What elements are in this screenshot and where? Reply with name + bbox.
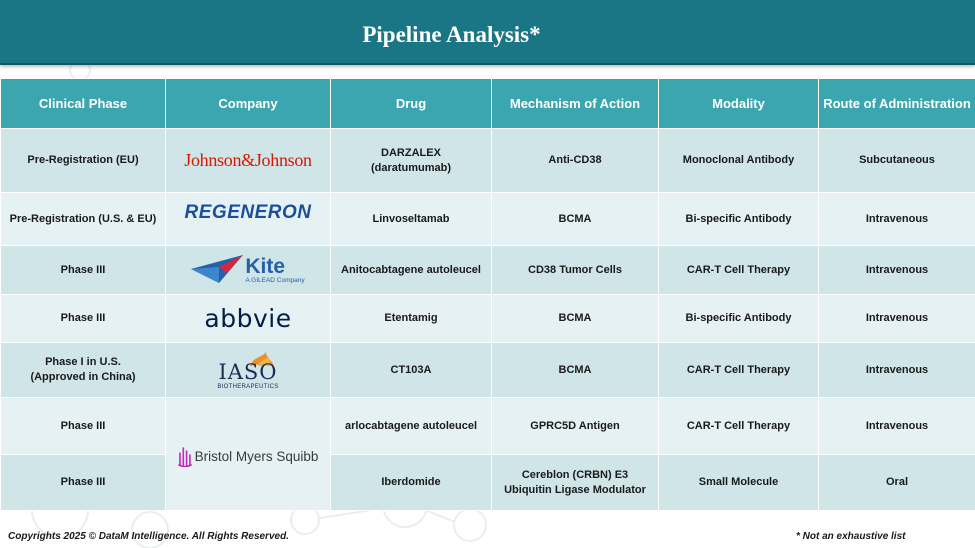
column-header-clinical-phase: Clinical Phase [0,78,166,129]
abbvie-logo: abbvie [204,304,292,333]
cell-phase-line1: Phase I in U.S. [45,356,121,368]
table-header-row: Clinical Phase Company Drug Mechanism of… [0,78,975,129]
cell-route: Intravenous [818,342,975,398]
bms-logo-icon [177,447,192,467]
cell-company: abbvie [165,294,331,343]
cell-phase: Phase III [0,397,166,455]
iaso-flame-icon [250,352,274,366]
cell-mechanism: BCMA [491,294,659,343]
cell-modality: Small Molecule [658,454,819,511]
cell-phase: Phase III [0,454,166,511]
cell-mechanism-line2: Ubiquitin Ligase Modulator [504,483,646,496]
cell-route: Intravenous [818,245,975,295]
column-header-route: Route of Administration [818,78,975,129]
cell-drug: Iberdomide [330,454,492,511]
column-header-mechanism: Mechanism of Action [491,78,659,129]
cell-drug: CT103A [330,342,492,398]
cell-modality: Monoclonal Antibody [658,128,819,193]
regeneron-logo: REGENERON [184,201,312,223]
column-header-drug: Drug [330,78,492,129]
cell-company: Bristol Myers Squibb [165,397,331,511]
cell-route: Subcutaneous [818,128,975,193]
kite-logo-subtitle: A GILEAD Company [245,276,305,284]
cell-drug: Etentamig [330,294,492,343]
cell-mechanism: Anti-CD38 [491,128,659,193]
cell-drug: DARZALEX (daratumumab) [330,128,492,193]
johnson-and-johnson-logo: Johnson&Johnson [184,150,312,170]
iaso-logo-subtitle: BIOTHERAPEUTICS [217,384,279,390]
title-banner: Pipeline Analysis* [0,0,975,65]
cell-modality: Bi-specific Antibody [658,294,819,343]
kite-logo-text: Kite [245,254,286,278]
table-row: Phase III abbvie Etentamig BCMA Bi-speci… [0,294,975,343]
cell-modality: CAR-T Cell Therapy [658,245,819,295]
cell-mechanism: BCMA [491,342,659,398]
pipeline-table: Clinical Phase Company Drug Mechanism of… [0,78,975,511]
table-row: Phase III Iberdomide Cereblon (CRBN) E3 … [0,454,975,511]
cell-mechanism-line1: Cereblon (CRBN) E3 [521,468,629,481]
page-title: Pipeline Analysis* [362,22,541,47]
cell-phase: Pre-Registration (EU) [0,128,166,193]
cell-route: Intravenous [818,192,975,246]
cell-modality: CAR-T Cell Therapy [658,342,819,398]
cell-phase: Pre-Registration (U.S. & EU) [0,192,166,246]
table-row: Pre-Registration (EU) Johnson&Johnson DA… [0,128,975,193]
cell-mechanism: GPRC5D Antigen [491,397,659,455]
iaso-logo-text: IASO [218,360,278,384]
cell-phase: Phase I in U.S. (Approved in China) [0,342,166,398]
column-header-company: Company [165,78,331,129]
cell-drug: Anitocabtagene autoleucel [330,245,492,295]
copyright-text: Copyrights 2025 © DataM Intelligence. Al… [8,531,289,542]
cell-mechanism: BCMA [491,192,659,246]
cell-company: Johnson&Johnson [165,128,331,193]
footnote-text: * Not an exhaustive list [796,531,906,542]
cell-company: REGENERON [165,192,331,246]
cell-modality: CAR-T Cell Therapy [658,397,819,455]
cell-company: Kite A GILEAD Company [165,245,331,295]
cell-route: Intravenous [818,294,975,343]
cell-modality: Bi-specific Antibody [658,192,819,246]
cell-mechanism: CD38 Tumor Cells [491,245,659,295]
table-row: Phase III Bristol Myers Squibb [0,397,975,511]
cell-route: Oral [818,454,975,511]
cell-drug: arlocabtagene autoleucel [330,397,492,455]
cell-phase: Phase III [0,294,166,343]
table-row: Pre-Registration (U.S. & EU) REGENERON L… [0,192,975,246]
kite-logo-icon [191,255,244,283]
table-row: Phase III Kite A GILEAD Company Anitocab… [0,245,975,295]
cell-drug: Linvoseltamab [330,192,492,246]
bms-logo-text: Bristol Myers Squibb [194,448,319,464]
column-header-modality: Modality [658,78,819,129]
cell-phase: Phase III [0,245,166,295]
cell-mechanism: Cereblon (CRBN) E3 Ubiquitin Ligase Modu… [491,454,659,511]
table-row: Phase I in U.S. (Approved in China) IASO… [0,342,975,398]
cell-company: IASO BIOTHERAPEUTICS [165,342,331,398]
cell-phase-line2: (Approved in China) [30,371,136,383]
cell-route: Intravenous [818,397,975,455]
